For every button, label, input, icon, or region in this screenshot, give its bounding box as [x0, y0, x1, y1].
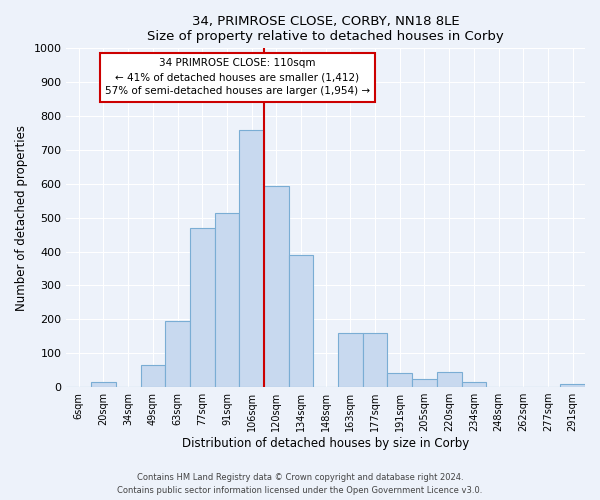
Bar: [388, 373, 412, 387]
Text: 34 PRIMROSE CLOSE: 110sqm
← 41% of detached houses are smaller (1,412)
57% of se: 34 PRIMROSE CLOSE: 110sqm ← 41% of detac…: [105, 58, 370, 96]
X-axis label: Distribution of detached houses by size in Corby: Distribution of detached houses by size …: [182, 437, 469, 450]
Bar: [560, 384, 585, 387]
Bar: [289, 255, 313, 387]
Bar: [412, 378, 437, 387]
Bar: [338, 333, 363, 387]
Bar: [461, 382, 486, 387]
Bar: [437, 372, 461, 387]
Bar: [190, 228, 215, 387]
Bar: [363, 333, 388, 387]
Bar: [264, 186, 289, 387]
Bar: [165, 321, 190, 387]
Title: 34, PRIMROSE CLOSE, CORBY, NN18 8LE
Size of property relative to detached houses: 34, PRIMROSE CLOSE, CORBY, NN18 8LE Size…: [148, 15, 504, 43]
Bar: [91, 382, 116, 387]
Y-axis label: Number of detached properties: Number of detached properties: [15, 124, 28, 310]
Text: Contains HM Land Registry data © Crown copyright and database right 2024.
Contai: Contains HM Land Registry data © Crown c…: [118, 474, 482, 495]
Bar: [140, 365, 165, 387]
Bar: [215, 212, 239, 387]
Bar: [239, 130, 264, 387]
